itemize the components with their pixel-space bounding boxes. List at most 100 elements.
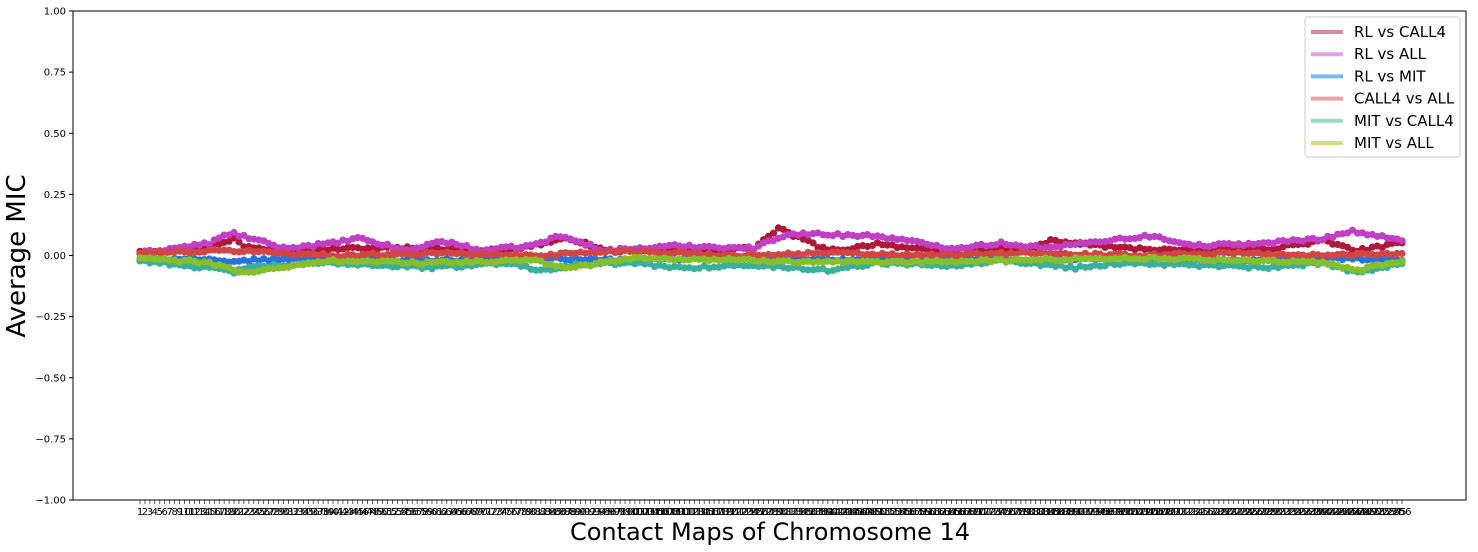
y-tick-label: −0.25 bbox=[35, 312, 66, 323]
data-point bbox=[190, 264, 198, 272]
x-tick-label: 238 bbox=[1303, 507, 1322, 518]
x-tick-label: 155 bbox=[893, 507, 912, 518]
x-tick-label: 126 bbox=[749, 507, 768, 518]
x-tick-label: 68 bbox=[465, 507, 478, 518]
x-tick-label: 141 bbox=[823, 507, 842, 518]
x-tick-label: 184 bbox=[1036, 507, 1055, 518]
x-tick-label: 239 bbox=[1308, 507, 1327, 518]
x-tick-label: 35 bbox=[302, 507, 315, 518]
legend-item: RL vs CALL4 bbox=[1311, 23, 1446, 41]
x-tick-label: 231 bbox=[1269, 507, 1288, 518]
x-tick-label: 49 bbox=[371, 507, 384, 518]
x-tick-label: 108 bbox=[660, 507, 679, 518]
x-tick-label: 114 bbox=[690, 507, 709, 518]
y-tick-label: −1.00 bbox=[35, 496, 66, 507]
x-tick-label: 211 bbox=[1170, 507, 1189, 518]
legend-label: RL vs MIT bbox=[1354, 67, 1426, 85]
x-tick-label: 138 bbox=[808, 507, 827, 518]
x-tick-label: 195 bbox=[1091, 507, 1110, 518]
x-tick-label: 254 bbox=[1383, 507, 1402, 518]
data-point bbox=[1017, 248, 1025, 256]
x-tick-label: 75 bbox=[500, 507, 513, 518]
x-tick-label: 243 bbox=[1328, 507, 1347, 518]
x-tick-label: 81 bbox=[530, 507, 543, 518]
x-tick-label: 181 bbox=[1021, 507, 1040, 518]
x-tick-label: 90 bbox=[574, 507, 587, 518]
data-point bbox=[1086, 254, 1094, 263]
x-tick-label: 77 bbox=[510, 507, 523, 518]
x-tick-label: 183 bbox=[1031, 507, 1050, 518]
x-tick-label: 61 bbox=[431, 507, 444, 518]
x-tick-label: 79 bbox=[520, 507, 533, 518]
x-tick-label: 201 bbox=[1120, 507, 1139, 518]
data-point bbox=[235, 238, 243, 246]
x-tick-label: 95 bbox=[599, 507, 612, 518]
x-tick-label: 82 bbox=[535, 507, 548, 518]
x-tick-label: 22 bbox=[238, 507, 251, 518]
x-tick-label: 98 bbox=[614, 507, 627, 518]
data-point bbox=[938, 250, 946, 258]
data-point bbox=[1378, 249, 1386, 258]
x-tick-label: 6 bbox=[162, 507, 168, 518]
x-tick-label: 51 bbox=[381, 507, 394, 518]
data-point bbox=[586, 240, 595, 248]
x-tick-label: 120 bbox=[719, 507, 738, 518]
data-point bbox=[1190, 255, 1198, 263]
x-tick-label: 54 bbox=[396, 507, 409, 518]
x-tick-label: 235 bbox=[1289, 507, 1308, 518]
data-point bbox=[1200, 250, 1208, 258]
x-tick-label: 145 bbox=[843, 507, 862, 518]
x-tick-label: 2 bbox=[142, 507, 148, 518]
x-tick-label: 204 bbox=[1135, 507, 1154, 518]
x-tick-label: 228 bbox=[1254, 507, 1273, 518]
x-tick-label: 91 bbox=[579, 507, 592, 518]
x-tick-label: 174 bbox=[987, 507, 1006, 518]
x-tick-label: 42 bbox=[337, 507, 350, 518]
x-tick-label: 190 bbox=[1066, 507, 1085, 518]
data-point bbox=[1388, 259, 1396, 267]
x-tick-label: 80 bbox=[525, 507, 538, 518]
x-tick-label: 37 bbox=[312, 507, 325, 518]
x-tick-label: 136 bbox=[799, 507, 818, 518]
x-tick-label: 248 bbox=[1353, 507, 1372, 518]
x-tick-label: 73 bbox=[490, 507, 503, 518]
x-tick-label: 100 bbox=[620, 507, 639, 518]
x-tick-label: 69 bbox=[470, 507, 483, 518]
x-tick-label: 137 bbox=[804, 507, 823, 518]
x-tick-label: 150 bbox=[868, 507, 887, 518]
x-tick-label: 200 bbox=[1115, 507, 1134, 518]
legend-item: MIT vs CALL4 bbox=[1311, 112, 1454, 130]
x-tick-label: 242 bbox=[1323, 507, 1342, 518]
x-tick-label: 172 bbox=[977, 507, 996, 518]
x-tick-label: 241 bbox=[1318, 507, 1337, 518]
x-tick-label: 4 bbox=[152, 507, 158, 518]
data-point bbox=[230, 228, 238, 237]
data-point bbox=[809, 239, 817, 247]
y-tick-label: −0.75 bbox=[35, 434, 66, 445]
x-tick-label: 210 bbox=[1165, 507, 1184, 518]
x-tick-label: 157 bbox=[903, 507, 922, 518]
x-tick-label: 45 bbox=[351, 507, 364, 518]
data-point bbox=[1220, 240, 1228, 248]
x-tick-label: 203 bbox=[1130, 507, 1149, 518]
x-tick-label: 38 bbox=[317, 507, 330, 518]
x-tick-label: 234 bbox=[1284, 507, 1303, 518]
data-point bbox=[656, 249, 664, 257]
legend-label: MIT vs CALL4 bbox=[1354, 112, 1454, 130]
x-tick-label: 71 bbox=[480, 507, 493, 518]
x-tick-label: 15 bbox=[203, 507, 216, 518]
x-tick-label: 117 bbox=[705, 507, 724, 518]
x-tick-label: 251 bbox=[1368, 507, 1387, 518]
x-tick-label: 125 bbox=[744, 507, 763, 518]
x-tick-label: 17 bbox=[213, 507, 226, 518]
x-tick-label: 220 bbox=[1214, 507, 1233, 518]
x-tick-label: 244 bbox=[1333, 507, 1352, 518]
x-tick-label: 24 bbox=[247, 507, 260, 518]
x-tick-label: 247 bbox=[1348, 507, 1367, 518]
x-tick-label: 148 bbox=[858, 507, 877, 518]
x-tick-label: 10 bbox=[178, 507, 191, 518]
x-tick-label: 33 bbox=[292, 507, 305, 518]
legend-item: CALL4 vs ALL bbox=[1311, 90, 1455, 108]
x-tick-label: 84 bbox=[544, 507, 557, 518]
x-tick-label: 214 bbox=[1185, 507, 1204, 518]
